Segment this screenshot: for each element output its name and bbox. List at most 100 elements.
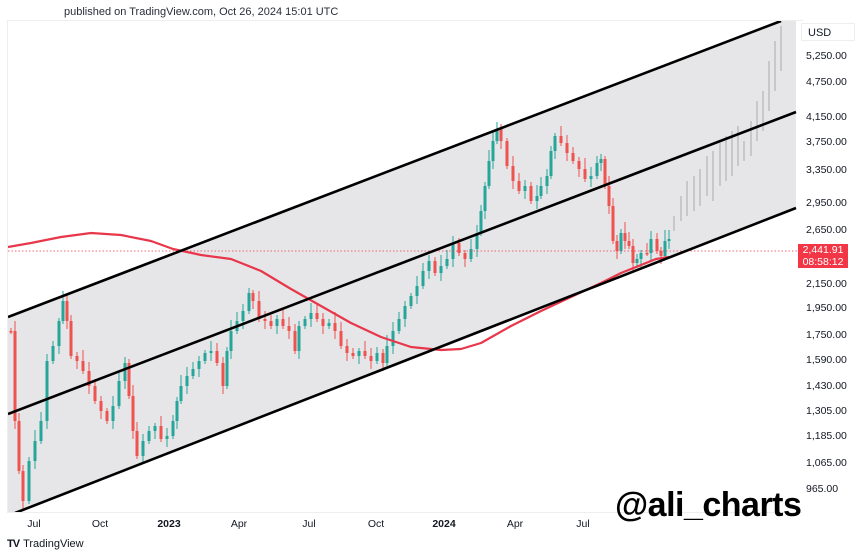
current-price: 2,441.91 xyxy=(802,244,844,256)
candle-up xyxy=(495,129,499,141)
candle-up xyxy=(375,353,379,361)
candle-down xyxy=(215,351,219,363)
candle-down xyxy=(99,401,103,411)
candle-down xyxy=(221,363,225,386)
candle-up xyxy=(179,386,183,401)
candle-down xyxy=(499,129,503,141)
price-tick: 1,430.00 xyxy=(806,380,847,392)
price-tick: 2,150.00 xyxy=(806,278,847,290)
candle-down xyxy=(457,243,461,253)
price-chart[interactable] xyxy=(8,21,803,513)
candle-down xyxy=(69,321,73,356)
candle-up xyxy=(33,441,37,461)
candle-up xyxy=(469,249,473,259)
tradingview-logo-icon: TV xyxy=(7,538,20,550)
price-tick: 3,350.00 xyxy=(806,164,847,176)
tradingview-logo-text: TradingView xyxy=(23,538,84,550)
candle-up xyxy=(247,293,251,311)
candle-down xyxy=(363,351,367,356)
candle-down xyxy=(263,319,267,321)
candle-up xyxy=(165,436,169,439)
candle-up xyxy=(303,319,307,326)
candle-down xyxy=(433,261,437,273)
candle-down xyxy=(13,331,17,421)
time-tick: Apr xyxy=(230,518,248,530)
channel-upper-line xyxy=(8,21,782,319)
candle-up xyxy=(595,163,599,176)
channel-middle-line xyxy=(8,110,797,416)
candle-up xyxy=(427,261,431,271)
candle-down xyxy=(627,241,631,246)
channel-lower-line xyxy=(14,206,797,513)
candle-down xyxy=(293,331,297,351)
currency-label[interactable]: USD xyxy=(801,23,855,41)
candle-up xyxy=(197,361,201,369)
candle-down xyxy=(87,371,91,386)
candle-up xyxy=(175,401,179,421)
candle-down xyxy=(505,141,509,166)
price-tick: 4,750.00 xyxy=(806,76,847,88)
candle-down xyxy=(93,386,97,401)
candle-down xyxy=(257,301,261,319)
candle-down xyxy=(131,396,135,431)
candle-up xyxy=(123,363,127,381)
candle-down xyxy=(269,321,273,326)
candle-down xyxy=(559,136,563,143)
candle-up xyxy=(397,319,401,331)
candle-down xyxy=(281,319,285,326)
candle-down xyxy=(75,356,79,361)
candle-down xyxy=(583,169,587,179)
time-tick: Jul xyxy=(27,518,41,530)
candle-down xyxy=(287,326,291,331)
candle-down xyxy=(611,206,615,241)
candle-up xyxy=(229,331,233,351)
candle-up xyxy=(553,136,557,151)
price-tick: 2,950.00 xyxy=(806,197,847,209)
candle-down xyxy=(571,153,575,161)
candle-down xyxy=(9,331,13,333)
candle-up xyxy=(667,239,671,241)
price-tick: 1,750.00 xyxy=(806,329,847,341)
candle-up xyxy=(635,259,639,263)
candle-down xyxy=(135,431,139,456)
candle-down xyxy=(463,253,467,259)
candle-up xyxy=(275,319,279,326)
candle-up xyxy=(241,311,245,321)
candle-up xyxy=(523,186,527,191)
chart-area[interactable] xyxy=(7,20,803,513)
tradingview-logo[interactable]: TV TradingView xyxy=(7,538,84,550)
channel-fill xyxy=(8,21,796,513)
time-tick: Jul xyxy=(302,518,316,530)
candle-down xyxy=(529,186,533,201)
candle-down xyxy=(315,313,319,319)
candle-up xyxy=(649,239,653,253)
candle-up xyxy=(487,161,491,186)
candle-down xyxy=(345,346,349,353)
candle-up xyxy=(619,233,623,251)
candle-up xyxy=(357,351,361,356)
candle-down xyxy=(511,166,515,181)
candle-up xyxy=(27,461,31,501)
candle-down xyxy=(655,239,659,251)
candle-up xyxy=(141,441,145,456)
candle-up xyxy=(147,431,151,441)
time-axis[interactable]: Jul Oct 2023 Apr Jul Oct 2024 Apr Jul xyxy=(7,512,802,533)
candle-up xyxy=(663,241,667,256)
price-tick: 4,150.00 xyxy=(806,111,847,123)
candle-up xyxy=(185,376,189,386)
candle-up xyxy=(209,351,213,353)
candle-up xyxy=(171,421,175,436)
candle-down xyxy=(607,186,611,206)
candle-down xyxy=(645,253,649,255)
time-tick: 2024 xyxy=(432,518,456,530)
candle-down xyxy=(623,233,627,241)
candle-down xyxy=(65,301,69,321)
current-price-badge: 2,441.91 08:58:12 xyxy=(798,244,848,268)
candle-up xyxy=(491,141,495,161)
candle-down xyxy=(603,159,607,186)
candle-up xyxy=(39,421,43,441)
price-tick: 1,590.00 xyxy=(806,354,847,366)
candle-down xyxy=(17,421,21,471)
candle-up xyxy=(327,323,331,326)
candle-down xyxy=(369,356,373,361)
